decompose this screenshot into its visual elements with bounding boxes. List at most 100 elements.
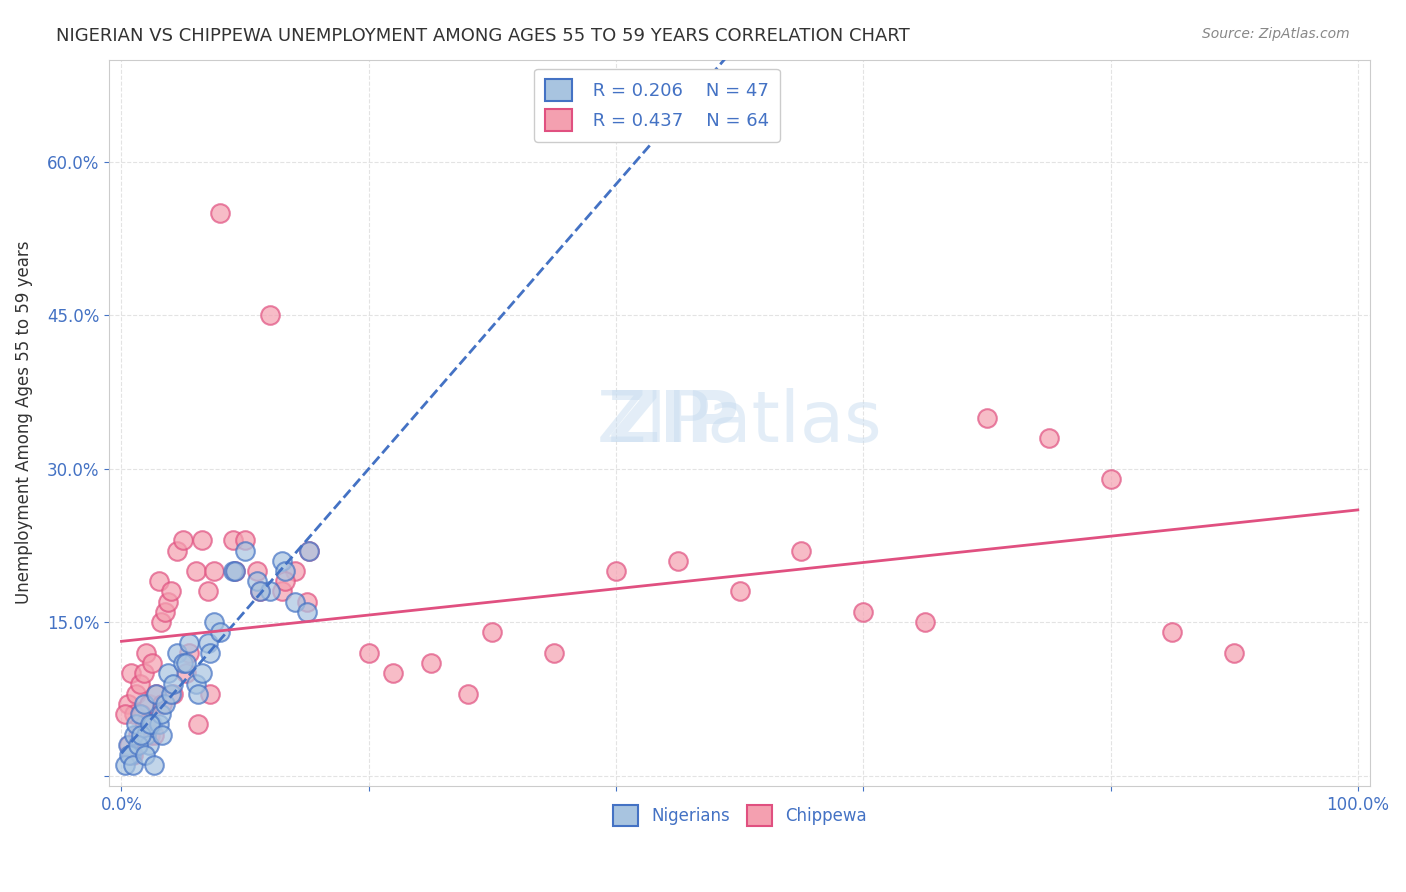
Point (148, 574, 170, 589)
Point (125, 717, 148, 731)
Point (132, 697, 155, 711)
Point (153, 605, 176, 619)
Point (150, 697, 173, 711)
Point (271, 554, 294, 568)
Point (197, 584, 219, 599)
Point (1099, 472, 1122, 486)
Point (142, 758, 165, 772)
Point (187, 687, 209, 701)
Point (166, 646, 188, 660)
Text: NIGERIAN VS CHIPPEWA UNEMPLOYMENT AMONG AGES 55 TO 59 YEARS CORRELATION CHART: NIGERIAN VS CHIPPEWA UNEMPLOYMENT AMONG … (56, 27, 910, 45)
Point (233, 543, 256, 558)
Point (249, 584, 271, 599)
Point (200, 646, 222, 660)
Point (162, 687, 184, 701)
Point (145, 687, 167, 701)
Point (174, 656, 197, 670)
Point (457, 687, 479, 701)
Point (122, 707, 145, 722)
Point (117, 697, 139, 711)
Point (129, 707, 152, 722)
Legend: Nigerians, Chippewa: Nigerians, Chippewa (603, 795, 876, 836)
Point (224, 564, 246, 578)
Point (357, 646, 380, 660)
Point (121, 748, 143, 763)
Point (1161, 625, 1184, 640)
Point (273, 574, 295, 589)
Point (224, 564, 246, 578)
Point (150, 615, 173, 629)
Point (666, 554, 689, 568)
Text: ZIPatlas: ZIPatlas (596, 388, 883, 458)
Point (728, 584, 751, 599)
Point (246, 574, 269, 589)
Point (174, 666, 197, 681)
Point (121, 758, 143, 772)
Point (139, 728, 162, 742)
Point (284, 564, 307, 578)
Point (172, 533, 194, 548)
Point (191, 533, 214, 548)
Point (191, 666, 214, 681)
Point (259, 308, 281, 322)
Point (209, 625, 232, 640)
Point (135, 728, 157, 742)
Point (200, 687, 222, 701)
Point (179, 646, 201, 660)
Point (543, 646, 565, 660)
Point (271, 584, 294, 599)
Point (148, 717, 170, 731)
Point (202, 564, 225, 578)
Point (114, 707, 136, 722)
Point (160, 687, 183, 701)
Point (222, 533, 245, 548)
Point (197, 635, 219, 649)
Point (419, 656, 441, 670)
Point (134, 717, 156, 731)
Point (141, 656, 163, 670)
Point (295, 595, 318, 609)
Point (202, 615, 225, 629)
Point (184, 676, 207, 690)
Point (914, 615, 936, 629)
Point (222, 564, 245, 578)
Point (129, 707, 152, 722)
Point (134, 748, 156, 763)
Point (481, 625, 503, 640)
Point (118, 748, 141, 763)
Point (259, 584, 281, 599)
Point (138, 697, 160, 711)
Y-axis label: Unemployment Among Ages 55 to 59 years: Unemployment Among Ages 55 to 59 years (15, 241, 32, 605)
Text: Source: ZipAtlas.com: Source: ZipAtlas.com (1202, 27, 1350, 41)
Point (273, 564, 295, 578)
Point (117, 738, 139, 752)
Point (145, 687, 167, 701)
Point (120, 666, 142, 681)
Point (138, 738, 160, 752)
Point (153, 697, 176, 711)
Point (127, 728, 149, 742)
Point (142, 728, 165, 742)
Point (141, 717, 163, 731)
Point (125, 687, 148, 701)
Point (1038, 431, 1060, 445)
Point (852, 605, 875, 619)
Point (157, 595, 180, 609)
Point (187, 717, 209, 731)
Point (157, 666, 180, 681)
Point (298, 543, 321, 558)
Point (249, 584, 271, 599)
Point (382, 666, 405, 681)
Point (790, 543, 813, 558)
Point (122, 728, 145, 742)
Point (129, 676, 152, 690)
Point (132, 666, 155, 681)
Point (172, 656, 194, 670)
Text: ZIP: ZIP (607, 388, 740, 458)
Point (139, 717, 162, 731)
Point (976, 410, 998, 425)
Point (246, 564, 269, 578)
Point (166, 543, 188, 558)
Point (129, 728, 152, 742)
Point (179, 635, 201, 649)
